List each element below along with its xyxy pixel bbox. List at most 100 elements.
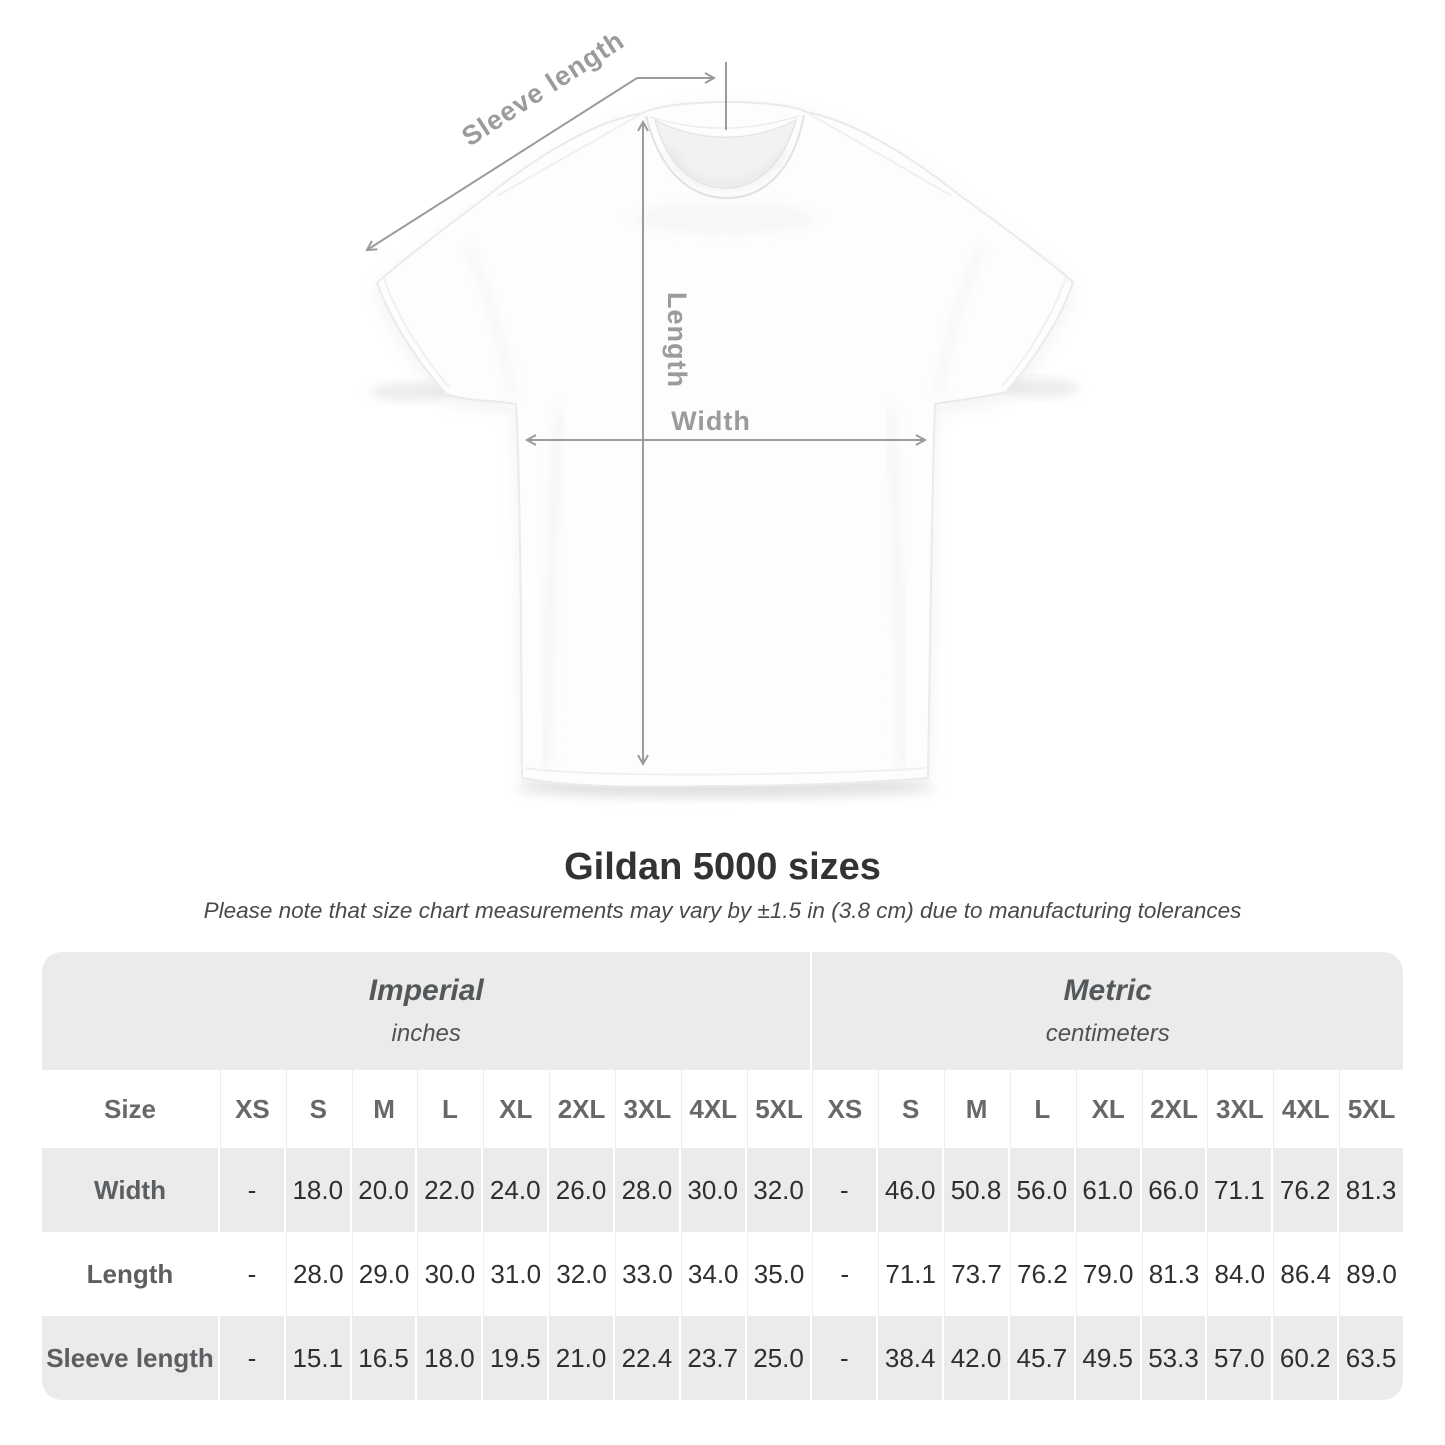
measurement-cell: 23.7 [680, 1316, 745, 1400]
measurement-cell: 35.0 [746, 1232, 811, 1316]
col-header-metric-2xl: 2XL [1141, 1070, 1206, 1148]
metric-group-label: Metric [1063, 974, 1152, 1007]
tshirt-graphic [376, 101, 1074, 788]
measurement-cell: 26.0 [549, 1148, 613, 1232]
unit-group-row: Imperial inches Metric centimeters [42, 952, 1403, 1070]
measurement-cell: 71.1 [878, 1232, 943, 1316]
col-header-metric-xl: XL [1075, 1070, 1140, 1148]
measurement-cell: 45.7 [1009, 1316, 1074, 1400]
col-header-metric-3xl: 3XL [1207, 1070, 1272, 1148]
measurement-cell: 84.0 [1207, 1232, 1272, 1316]
col-header-imperial-xl: XL [483, 1070, 548, 1148]
table-row-length: Length -28.0 29.0 30.0 31.0 32.0 33.0 34.0 35.0-… [42, 1232, 1403, 1316]
measurement-cell: 42.0 [944, 1316, 1008, 1400]
measurement-cell: 57.0 [1207, 1316, 1272, 1400]
col-header-imperial-m: M [351, 1070, 416, 1148]
imperial-group-header: Imperial inches [42, 952, 811, 1070]
size-header-row: Size XS S M L XL 2XL 3XL 4XL 5XL XS S M L XL 2XL 3XL 4XL… [42, 1070, 1403, 1148]
measurement-cell: 79.0 [1075, 1232, 1140, 1316]
table-row-width: Width -18.0 20.0 22.0 24.0 26.0 28.0 30.0 32.0-4… [42, 1148, 1403, 1232]
measurement-cell: - [220, 1148, 284, 1232]
measurement-cell: 34.0 [680, 1232, 745, 1316]
measurement-cell: 18.0 [417, 1316, 482, 1400]
table-row-sleeve-length: Sleeve length -15.1 16.5 18.0 19.5 21.0 22.4 23… [42, 1316, 1403, 1400]
col-header-metric-l: L [1009, 1070, 1074, 1148]
col-header-imperial-xs: XS [220, 1070, 284, 1148]
page-title: Gildan 5000 sizes [564, 846, 881, 888]
col-header-imperial-3xl: 3XL [614, 1070, 679, 1148]
imperial-group-label: Imperial [368, 974, 484, 1007]
measurement-cell: 49.5 [1075, 1316, 1140, 1400]
col-header-imperial-l: L [417, 1070, 482, 1148]
tolerance-note: Please note that size chart measurements… [203, 898, 1242, 923]
measurement-cell: 81.3 [1339, 1148, 1403, 1232]
sleeve-length-arrow [365, 77, 638, 252]
col-header-imperial-s: S [285, 1070, 350, 1148]
measurement-cell: - [812, 1148, 877, 1232]
seams [383, 111, 1067, 776]
row-label: Sleeve length [42, 1316, 218, 1400]
measurement-cell: 28.0 [614, 1148, 679, 1232]
measurement-cell: 81.3 [1141, 1232, 1206, 1316]
row-label: Width [42, 1148, 218, 1232]
measurement-cell: 86.4 [1273, 1232, 1338, 1316]
measurement-cell: 19.5 [483, 1316, 548, 1400]
size-chart-table: Imperial inches Metric centimeters Size … [40, 952, 1405, 1400]
under-collar-shading [632, 202, 816, 234]
row-label: Length [42, 1232, 218, 1316]
measurement-cell: 73.7 [944, 1232, 1008, 1316]
measurement-cell: 71.1 [1207, 1148, 1272, 1232]
measurement-cell: 46.0 [878, 1148, 943, 1232]
measurement-cell: - [812, 1316, 877, 1400]
metric-group-unit: centimeters [1045, 1020, 1170, 1047]
measurement-cell: 76.2 [1009, 1232, 1074, 1316]
measurement-cell: 33.0 [614, 1232, 679, 1316]
width-label: Width [671, 406, 751, 436]
length-label: Length [662, 292, 692, 388]
imperial-group-unit: inches [391, 1020, 461, 1047]
fabric-creases [467, 247, 983, 771]
col-header-metric-s: S [878, 1070, 943, 1148]
measurement-cell: 15.1 [285, 1316, 350, 1400]
measurement-cell: 30.0 [417, 1232, 482, 1316]
measurement-cell: 66.0 [1141, 1148, 1206, 1232]
measurement-cell: 60.2 [1273, 1316, 1338, 1400]
measurement-cell: 25.0 [746, 1316, 811, 1400]
col-header-metric-xs: XS [812, 1070, 877, 1148]
measurement-cell: 38.4 [878, 1316, 943, 1400]
measurement-cell: 76.2 [1273, 1148, 1338, 1232]
col-header-imperial-4xl: 4XL [680, 1070, 745, 1148]
measurement-cell: 50.8 [944, 1148, 1008, 1232]
measurement-cell: 56.0 [1009, 1148, 1074, 1232]
measurement-cell: 31.0 [483, 1232, 548, 1316]
measurement-cell: 18.0 [285, 1148, 350, 1232]
col-header-metric-5xl: 5XL [1339, 1070, 1403, 1148]
measurement-cell: 22.0 [417, 1148, 482, 1232]
col-header-imperial-2xl: 2XL [549, 1070, 613, 1148]
measurement-cell: 61.0 [1075, 1148, 1140, 1232]
measurement-cell: 21.0 [549, 1316, 613, 1400]
col-header-metric-4xl: 4XL [1273, 1070, 1338, 1148]
measurement-cell: 89.0 [1339, 1232, 1403, 1316]
measurement-cell: 32.0 [549, 1232, 613, 1316]
measurement-cell: 28.0 [285, 1232, 350, 1316]
measurement-cell: - [220, 1232, 284, 1316]
metric-group-header: Metric centimeters [812, 952, 1403, 1070]
measurement-cell: - [812, 1232, 877, 1316]
measurement-cell: 20.0 [351, 1148, 416, 1232]
measurement-cell: 53.3 [1141, 1316, 1206, 1400]
measurement-cell: 16.5 [351, 1316, 416, 1400]
collar [645, 114, 805, 200]
measurement-cell: 30.0 [680, 1148, 745, 1232]
measurement-cell: 32.0 [746, 1148, 811, 1232]
measurement-cell: 63.5 [1339, 1316, 1403, 1400]
col-header-imperial-5xl: 5XL [746, 1070, 811, 1148]
measurement-cell: 22.4 [614, 1316, 679, 1400]
measurement-cell: 29.0 [351, 1232, 416, 1316]
col-header-metric-m: M [944, 1070, 1008, 1148]
measurements-body: Width -18.0 20.0 22.0 24.0 26.0 28.0 30.0 32.0-4… [42, 1148, 1403, 1400]
measurement-cell: - [220, 1316, 284, 1400]
tshirt-measurement-diagram: Sleeve length Length Width [365, 30, 1080, 798]
measurement-cell: 24.0 [483, 1148, 548, 1232]
